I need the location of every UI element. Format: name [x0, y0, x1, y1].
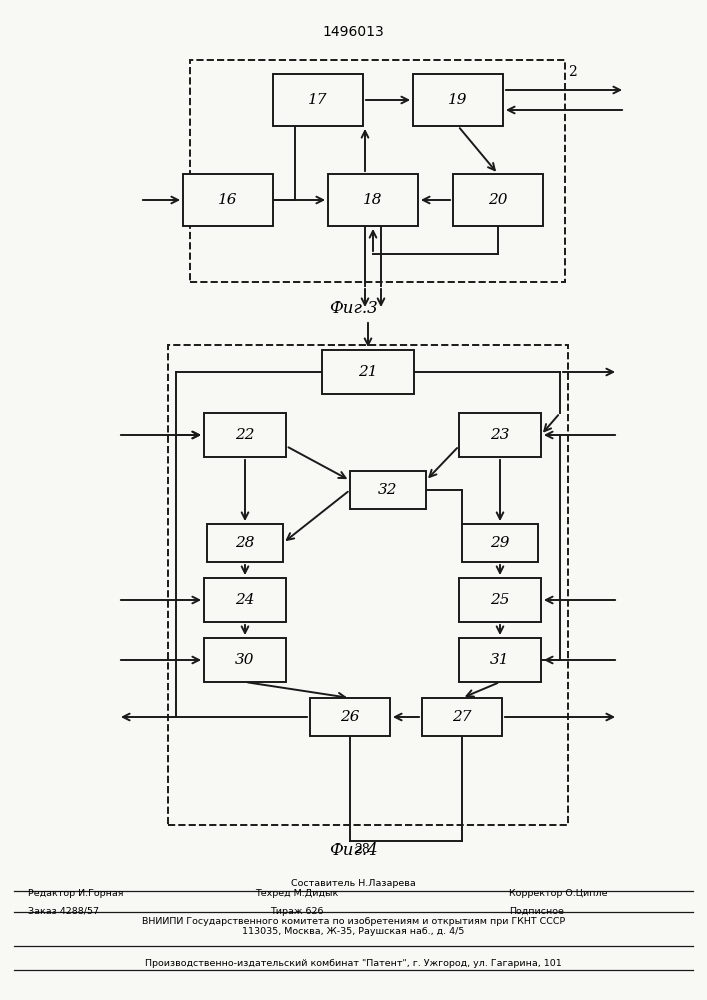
- Text: Заказ 4288/57: Заказ 4288/57: [28, 907, 99, 916]
- Text: Производственно-издательский комбинат "Патент", г. Ужгород, ул. Гагарина, 101: Производственно-издательский комбинат "П…: [145, 959, 562, 968]
- Text: 32: 32: [378, 483, 398, 497]
- Text: 24: 24: [235, 593, 255, 607]
- Text: Корректор О.Ципле: Корректор О.Ципле: [509, 890, 607, 898]
- Text: 18: 18: [363, 193, 382, 207]
- Text: ВНИИПИ Государственного комитета по изобретениям и открытиям при ГКНТ СССР: ВНИИПИ Государственного комитета по изоб…: [142, 917, 565, 926]
- Text: Фиг.4: Фиг.4: [329, 842, 378, 859]
- Bar: [204, 638, 286, 682]
- Bar: [462, 524, 538, 562]
- Bar: [204, 413, 286, 457]
- Text: 28: 28: [235, 536, 255, 550]
- Text: 17: 17: [308, 93, 328, 107]
- Text: 2: 2: [568, 65, 577, 79]
- Text: Фиг.3: Фиг.3: [329, 300, 378, 317]
- Text: Составитель Н.Лазарева: Составитель Н.Лазарева: [291, 879, 416, 888]
- Bar: [453, 174, 543, 226]
- Text: 25: 25: [490, 593, 510, 607]
- Text: 30: 30: [235, 653, 255, 667]
- Text: 31: 31: [490, 653, 510, 667]
- Text: 16: 16: [218, 193, 238, 207]
- Text: 27: 27: [452, 710, 472, 724]
- Bar: [310, 698, 390, 736]
- Text: 23: 23: [490, 428, 510, 442]
- Text: Техред М.Дидык: Техред М.Дидык: [255, 890, 339, 898]
- Text: Редактор И.Горная: Редактор И.Горная: [28, 890, 124, 898]
- Text: 29: 29: [490, 536, 510, 550]
- Bar: [183, 174, 273, 226]
- Bar: [422, 698, 502, 736]
- Bar: [168, 345, 568, 825]
- Text: Тираж 626: Тираж 626: [270, 907, 324, 916]
- Bar: [459, 638, 541, 682]
- Bar: [459, 413, 541, 457]
- Text: 19: 19: [448, 93, 468, 107]
- Bar: [322, 350, 414, 394]
- Text: 113035, Москва, Ж-35, Раушская наб., д. 4/5: 113035, Москва, Ж-35, Раушская наб., д. …: [243, 928, 464, 936]
- Text: Подписное: Подписное: [509, 907, 564, 916]
- Bar: [204, 578, 286, 622]
- Text: 21: 21: [358, 365, 378, 379]
- Text: 1496013: 1496013: [322, 25, 384, 39]
- Bar: [459, 578, 541, 622]
- Bar: [207, 524, 283, 562]
- Text: 22: 22: [235, 428, 255, 442]
- Bar: [273, 74, 363, 126]
- Bar: [413, 74, 503, 126]
- Bar: [350, 471, 426, 509]
- Text: 28: 28: [354, 843, 370, 856]
- Text: 26: 26: [340, 710, 360, 724]
- Bar: [190, 60, 565, 282]
- Text: 20: 20: [489, 193, 508, 207]
- Bar: [328, 174, 418, 226]
